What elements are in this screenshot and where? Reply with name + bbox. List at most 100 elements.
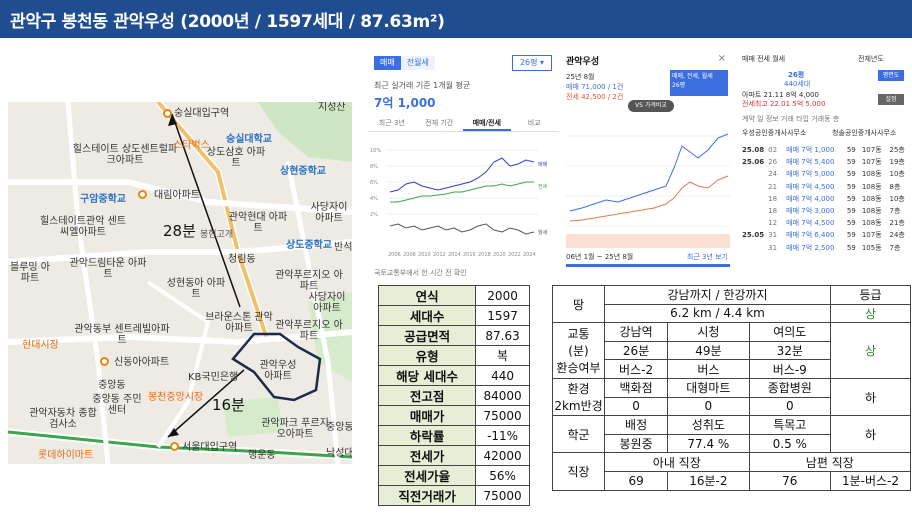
- stats-row: 직전거래가 75000: [377, 485, 530, 506]
- period-select[interactable]: 전체년도: [858, 55, 884, 63]
- env-label: 환경 2km반경: [552, 377, 605, 417]
- transaction-cell: 매매 7억 1,000: [786, 146, 835, 155]
- source-note: 국토교통부에서 한 시간 전 확인: [374, 269, 467, 277]
- map-label: 현대시장: [22, 340, 59, 351]
- transaction-cell: 31: [768, 243, 778, 252]
- school-label: 학군: [552, 415, 605, 454]
- recent-3y-link[interactable]: 최근 3년 보기: [686, 253, 728, 261]
- stats-value: 75000: [475, 485, 530, 506]
- transaction-cell: 26: [768, 158, 778, 167]
- transaction-row[interactable]: 25.06 26 매매 7억 5,400 59 107동 19층: [740, 156, 910, 168]
- transaction-cell: 59: [846, 219, 856, 228]
- transaction-cell: 59: [846, 158, 856, 167]
- selected-month: 25년 8월: [566, 73, 595, 81]
- land-distance: 6.2 km / 4.4 km: [604, 303, 831, 324]
- tab-jeonse[interactable]: 전월세: [400, 56, 435, 70]
- agent-1: 우성공인중개사사무소: [742, 129, 807, 137]
- transaction-row[interactable]: 25.05 31 매매 7억 6,400 59 107동 24층: [740, 229, 910, 241]
- transaction-row[interactable]: 24 매매 7억 5,000 59 108동 10층: [740, 168, 910, 180]
- list-header: 계약 일 정보 거래 타입 거래동 층: [742, 114, 839, 124]
- env-count: 0: [667, 396, 750, 417]
- stats-row: 매매가 75000: [377, 405, 530, 426]
- transaction-row[interactable]: 18 매매 7억 4,000 59 108동 10층: [740, 193, 910, 205]
- transaction-row[interactable]: 31 매매 7억 2,500 59 105동 7층: [740, 242, 910, 254]
- stats-key: 매매가: [377, 405, 477, 426]
- transaction-row[interactable]: 21 매매 7억 4,500 59 108동 8층: [740, 181, 910, 193]
- transit-station: 여의도: [748, 322, 832, 342]
- map-label: 성현동아 아파트: [166, 278, 226, 300]
- transaction-cell: 매매 7억 5,400: [786, 158, 835, 167]
- transaction-table: 25.08 02 매매 7억 1,000 59 107동 25층 25.06 26 매매 7억 …: [740, 144, 910, 254]
- map-label: 스타벅스: [173, 140, 210, 151]
- x-tick: 2008: [403, 252, 416, 258]
- stats-value: -11%: [475, 425, 530, 446]
- tab-compare[interactable]: 비교: [527, 119, 541, 127]
- stats-row: 유형 복: [377, 345, 530, 366]
- title-bar: 관악구 봉천동 관악우성 (2000년 / 1597세대 / 87.63m²): [0, 0, 912, 38]
- map-label: 숭실대입구역: [174, 108, 230, 119]
- station-marker: [170, 442, 179, 451]
- x-tick: 2022: [508, 252, 521, 258]
- size-tab[interactable]: 26평: [788, 71, 805, 79]
- transaction-row[interactable]: 25.08 02 매매 7억 1,000 59 107동 25층: [740, 144, 910, 156]
- location-map[interactable]: 숭실대입구역 숭실대학교 힐스테이트 상도센트럴파크아파트 상도삼호 아파트 스…: [8, 102, 352, 464]
- transaction-cell: 59: [846, 194, 856, 203]
- map-label: 힐스테이트관악 센트씨엘아파트: [40, 216, 126, 238]
- rate-chart: 10% 8% 6% 4% 2% 매매 전세 월세 2006 2008 2010 …: [370, 148, 548, 258]
- map-label: 관악드림타운 아파트: [69, 258, 147, 280]
- transaction-cell: 02: [768, 146, 778, 155]
- transaction-cell: 21: [768, 182, 778, 191]
- close-icon[interactable]: ×: [717, 53, 726, 64]
- transaction-cell: 24: [768, 170, 778, 179]
- transaction-cell: 108동: [861, 219, 882, 228]
- env-count: 0: [748, 396, 832, 417]
- work-husband-header: 남편 직장: [748, 452, 912, 472]
- series-ratio: [389, 223, 535, 235]
- map-canvas: [8, 102, 352, 464]
- transaction-cell: 매매 7억 2,500: [786, 243, 835, 252]
- filter-box[interactable]: 매매, 전세, 월세 26평: [670, 70, 728, 96]
- transaction-cell: 21층: [889, 219, 905, 228]
- env-item: 대형마트: [667, 377, 750, 398]
- school-item: 배정: [603, 415, 669, 435]
- work-value: 1분-버스-2: [830, 470, 911, 491]
- stats-row: 해당 세대수 440: [377, 365, 530, 386]
- size-households: 440세대: [784, 80, 811, 88]
- transaction-cell: 108동: [861, 194, 882, 203]
- col-contract: 계약: [742, 115, 755, 123]
- transaction-row[interactable]: 18 매매 7억 3,000 59 108동 7층: [740, 205, 910, 217]
- size-select[interactable]: 26평 ▾: [512, 55, 552, 71]
- stats-key: 연식: [377, 285, 477, 306]
- page-title: 관악구 봉천동 관악우성 (2000년 / 1597세대 / 87.63m²): [10, 12, 445, 32]
- map-label: 상도삼호 아파트: [206, 147, 266, 169]
- floorplan-button[interactable]: 평면도: [878, 70, 904, 81]
- transit-mode: 버스-9: [748, 359, 832, 379]
- stats-key: 세대수: [377, 305, 477, 326]
- tab-3y[interactable]: 최근 3년: [378, 119, 405, 127]
- env-label-1: 환경: [567, 382, 590, 397]
- transaction-cell: 18: [768, 194, 778, 203]
- col-day: 일: [757, 115, 764, 123]
- land-grade: 상: [830, 303, 911, 324]
- transit-station: 시청: [667, 322, 750, 342]
- map-label: 블루밍 아파트: [10, 262, 50, 284]
- transaction-cell: 12: [768, 219, 778, 228]
- transaction-cell: 24층: [889, 231, 905, 240]
- tab-all[interactable]: 전체 기간: [425, 119, 454, 127]
- tab-sale-jeonse[interactable]: 매매/전세: [463, 114, 511, 131]
- type-tabs[interactable]: 매매 전세 월세: [742, 55, 786, 63]
- settings-button[interactable]: 설정: [878, 94, 904, 105]
- stats-key: 직전거래가: [377, 485, 477, 506]
- stats-value: 440: [475, 365, 530, 386]
- map-label: 숭실대학교: [226, 134, 272, 145]
- transaction-row[interactable]: 12 매매 7억 4,500 59 108동 21층: [740, 217, 910, 229]
- transaction-cell: 59: [846, 243, 856, 252]
- tab-sale[interactable]: 매매: [374, 56, 401, 70]
- range-slider[interactable]: [566, 264, 730, 267]
- transaction-cell: 25층: [889, 146, 905, 155]
- compare-button[interactable]: VS 가격비교: [628, 100, 674, 112]
- school-value: 0.5 %: [748, 433, 832, 454]
- stats-value: 56%: [475, 465, 530, 486]
- map-label: 힐스테이트 상도센트럴파크아파트: [72, 144, 178, 166]
- work-value: 16분-2: [667, 470, 750, 491]
